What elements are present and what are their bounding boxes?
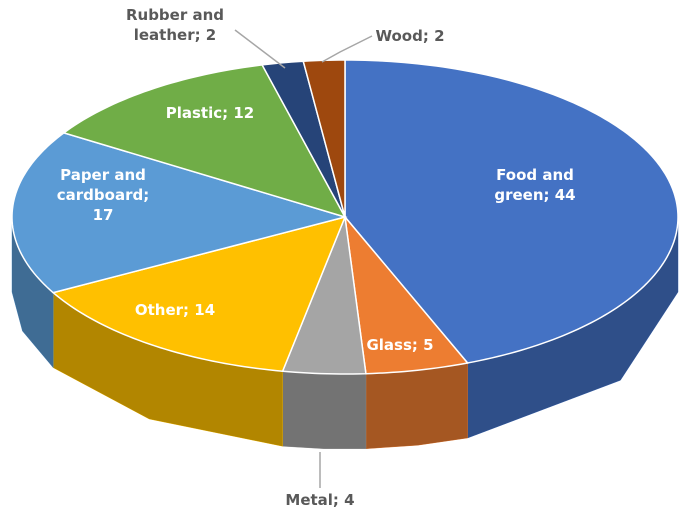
side-shade — [282, 371, 366, 449]
label-line: Rubber and — [126, 6, 224, 24]
data-label: Paper and cardboard; 17 — [57, 166, 149, 224]
leader-line — [234, 29, 286, 69]
slice — [11, 132, 348, 294]
label-line: Other; 14 — [135, 301, 215, 319]
data-label: Food and green; 44 — [494, 166, 575, 204]
leader-line — [321, 35, 373, 63]
label-line: Plastic; 12 — [166, 104, 254, 122]
data-label: Plastic; 12 — [166, 104, 254, 122]
data-label: Glass; 5 — [366, 336, 433, 354]
side-shade — [53, 292, 283, 447]
slice — [260, 60, 346, 218]
data-label: Other; 14 — [135, 301, 215, 319]
data-label: Wood; 2 — [375, 27, 444, 45]
label-line: green; 44 — [494, 186, 575, 204]
label-line: Wood; 2 — [375, 27, 444, 45]
label-line: Paper and — [60, 166, 146, 184]
label-line: Food and — [496, 166, 574, 184]
label-line: leather; 2 — [134, 26, 217, 44]
side-shade — [365, 362, 468, 449]
data-label: Metal; 4 — [285, 491, 354, 509]
slice — [62, 64, 347, 219]
label-line: Glass; 5 — [366, 336, 433, 354]
slice — [344, 59, 679, 364]
side-shade — [467, 217, 678, 438]
label-line: cardboard; — [57, 186, 149, 204]
slice — [281, 214, 367, 375]
label-line: Metal; 4 — [285, 491, 354, 509]
label-line: 17 — [93, 206, 114, 224]
data-label: Rubber and leather; 2 — [126, 6, 224, 44]
side-shade — [12, 217, 54, 368]
slice — [51, 215, 347, 373]
slice — [343, 214, 469, 375]
